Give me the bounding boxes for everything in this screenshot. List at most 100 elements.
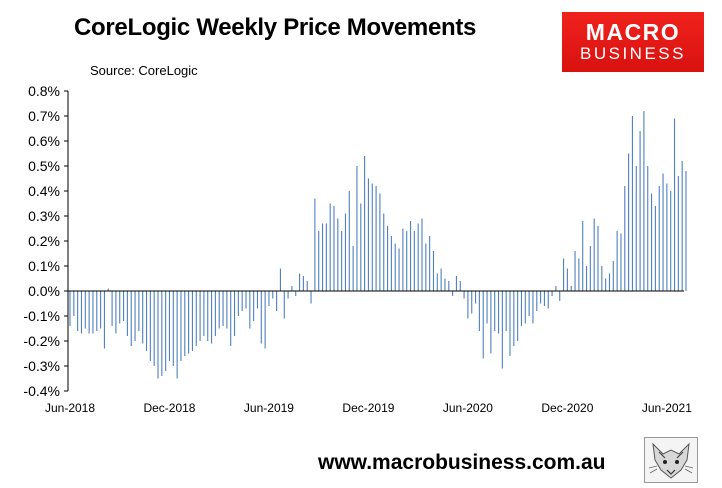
bar (467, 291, 469, 319)
bar (184, 291, 186, 356)
bar (563, 258, 565, 291)
bar (662, 173, 664, 291)
bar (130, 291, 132, 346)
chart-title: CoreLogic Weekly Price Movements (74, 14, 477, 41)
bar (218, 291, 220, 329)
bar (314, 198, 316, 291)
bar (299, 273, 301, 291)
y-tick-label: 0.0% (28, 283, 60, 299)
bar (616, 231, 618, 291)
bar (233, 291, 236, 336)
bar (226, 291, 228, 329)
logo-line-1: MACRO (585, 19, 681, 45)
bar (387, 226, 389, 291)
bar (639, 131, 641, 291)
bar (540, 291, 542, 304)
bar (172, 291, 174, 366)
bar (302, 276, 304, 291)
bar (222, 291, 224, 326)
bar (566, 268, 568, 291)
bar (497, 291, 500, 334)
bar (153, 291, 155, 366)
bar (413, 231, 415, 291)
bar (291, 286, 293, 291)
bar (123, 291, 125, 321)
bar (524, 291, 526, 324)
bar (582, 221, 584, 291)
bar (631, 116, 633, 291)
bar (547, 291, 549, 309)
bar (440, 268, 442, 291)
bar (214, 291, 216, 336)
bar (318, 231, 320, 291)
bar (635, 166, 637, 291)
bar (203, 291, 205, 336)
bar (505, 291, 507, 331)
bar (612, 261, 614, 291)
bar (551, 291, 553, 296)
bar (107, 288, 109, 291)
bar (161, 291, 163, 376)
bar (119, 291, 121, 324)
bar (444, 278, 446, 291)
bar (574, 251, 576, 291)
bar (379, 193, 381, 291)
bar (677, 176, 679, 291)
website-url[interactable]: www.macrobusiness.com.au (318, 451, 606, 474)
bar (517, 291, 519, 341)
y-tick-label: 0.1% (28, 258, 60, 274)
macrobusiness-logo[interactable]: MACRO BUSINESS (562, 12, 704, 72)
bar (295, 291, 297, 296)
bar (589, 246, 591, 291)
bar (478, 291, 480, 331)
bar (249, 291, 251, 329)
bar (188, 291, 190, 354)
y-tick-label: 0.2% (28, 233, 60, 249)
bar (390, 236, 392, 291)
bar (264, 291, 266, 349)
bar (528, 291, 530, 316)
bar (96, 291, 98, 331)
bar (455, 276, 457, 291)
bar (585, 266, 588, 291)
bar (666, 183, 668, 291)
logo-line-2: BUSINESS (580, 44, 686, 63)
bar (421, 218, 423, 291)
bar (681, 161, 683, 291)
bar (92, 291, 94, 334)
bar (126, 291, 128, 336)
bar (142, 291, 144, 344)
bar (199, 291, 201, 341)
bar (360, 203, 362, 291)
bar (601, 266, 603, 291)
bar (168, 291, 171, 361)
bar (149, 291, 151, 361)
bar (536, 291, 538, 311)
bar (371, 183, 373, 291)
source-label: Source: CoreLogic (90, 63, 198, 78)
bar (276, 291, 278, 311)
bar (73, 291, 75, 316)
bar (80, 291, 83, 334)
bar (417, 223, 419, 291)
x-tick-label: Jun-2019 (244, 401, 294, 415)
bar (88, 291, 90, 334)
bar (475, 291, 477, 304)
bar (253, 291, 255, 321)
bar (409, 221, 412, 291)
bar (402, 228, 404, 291)
bar (115, 291, 117, 334)
bar (325, 223, 327, 291)
bar (620, 233, 622, 291)
bar (463, 291, 465, 299)
bar (84, 291, 86, 329)
x-tick-label: Jun-2020 (443, 401, 493, 415)
x-tick-label: Dec-2020 (541, 401, 593, 415)
bar (157, 291, 159, 379)
bar (628, 153, 630, 291)
bar (425, 243, 427, 291)
y-tick-label: 0.5% (28, 158, 60, 174)
bar (436, 273, 438, 291)
bar (670, 191, 672, 291)
bar (69, 291, 71, 326)
